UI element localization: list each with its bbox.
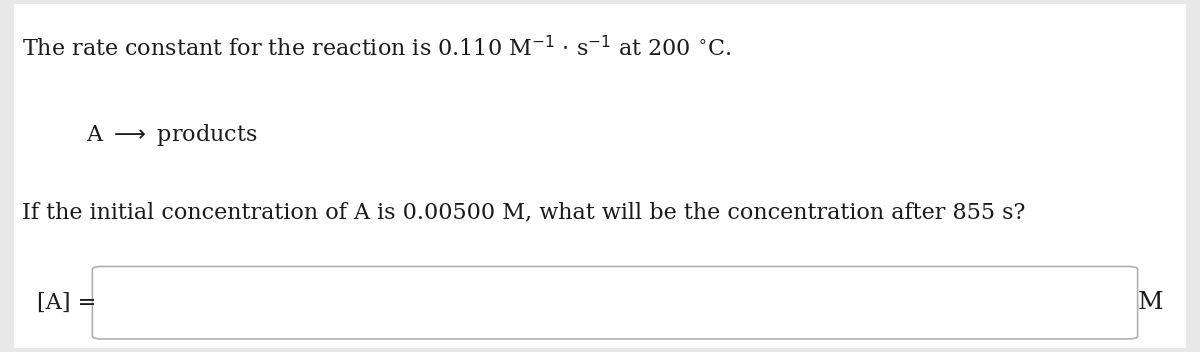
Text: M: M <box>1138 291 1163 314</box>
FancyBboxPatch shape <box>92 266 1138 339</box>
Text: A $\longrightarrow$ products: A $\longrightarrow$ products <box>86 122 258 148</box>
Text: The rate constant for the reaction is 0.110 M$^{-1}$ $\cdot$ s$^{-1}$ at 200 $^{: The rate constant for the reaction is 0.… <box>22 36 731 61</box>
Text: If the initial concentration of A is 0.00500 M, what will be the concentration a: If the initial concentration of A is 0.0… <box>22 201 1025 223</box>
Text: [A] =: [A] = <box>37 292 96 314</box>
FancyBboxPatch shape <box>14 4 1186 348</box>
